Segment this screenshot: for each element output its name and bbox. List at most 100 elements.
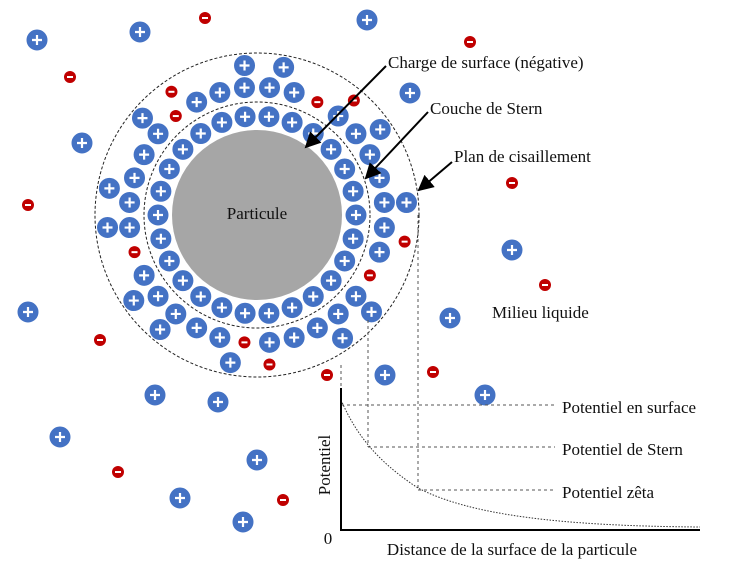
plus xyxy=(102,222,113,233)
positive-ion xyxy=(97,176,121,200)
plus xyxy=(445,313,455,323)
plus xyxy=(214,87,225,98)
positive-ion xyxy=(48,425,72,449)
positive-ion xyxy=(189,122,213,146)
negative-ion xyxy=(363,269,376,282)
plus xyxy=(366,306,377,317)
negative-ion xyxy=(427,366,439,378)
positive-ion xyxy=(331,326,355,350)
arrow xyxy=(417,161,453,192)
negative-ion xyxy=(311,96,324,109)
plus xyxy=(155,324,166,335)
positive-ion xyxy=(373,363,397,387)
negative-ion xyxy=(64,71,76,83)
plus xyxy=(23,307,33,317)
plus xyxy=(124,222,135,233)
plus xyxy=(350,128,361,139)
positive-ion xyxy=(146,284,170,308)
negative-ion xyxy=(112,466,124,478)
plus xyxy=(216,117,227,128)
plus xyxy=(264,82,275,93)
positive-ion xyxy=(189,284,213,308)
plus xyxy=(405,88,415,98)
positive-ion xyxy=(70,131,94,155)
positive-ion xyxy=(206,390,230,414)
positive-ion xyxy=(146,122,170,146)
positive-ion xyxy=(500,238,524,262)
plus xyxy=(339,163,350,174)
positive-ion xyxy=(280,110,304,134)
plus xyxy=(135,27,145,37)
plus xyxy=(379,222,390,233)
plus xyxy=(195,128,206,139)
plus xyxy=(177,144,188,155)
label: Charge de surface (négative) xyxy=(388,53,584,72)
positive-ion xyxy=(118,216,142,240)
plus xyxy=(225,357,236,368)
positive-ion xyxy=(146,203,170,227)
positive-ion xyxy=(157,157,181,181)
positive-ion xyxy=(394,191,418,215)
stern-circle xyxy=(143,101,371,329)
plus xyxy=(164,256,175,267)
level-label: Potentiel de Stern xyxy=(562,440,683,459)
plus xyxy=(480,390,490,400)
negative-ion xyxy=(169,110,182,123)
positive-ion xyxy=(210,110,234,134)
positive-ion xyxy=(157,249,181,273)
plus xyxy=(263,308,274,319)
positive-ion xyxy=(367,240,391,264)
potential-curve xyxy=(340,399,701,528)
positive-ion xyxy=(438,306,462,330)
positive-ion xyxy=(398,81,422,105)
plus xyxy=(155,233,166,244)
positive-ion xyxy=(301,284,325,308)
plus xyxy=(32,35,42,45)
positive-ion xyxy=(372,216,396,240)
plus xyxy=(195,291,206,302)
plus xyxy=(333,111,344,122)
positive-ion xyxy=(282,325,306,349)
positive-ion xyxy=(149,227,173,251)
positive-ion xyxy=(301,122,325,146)
plus xyxy=(240,308,251,319)
positive-ion xyxy=(132,143,156,167)
positive-ion xyxy=(233,54,257,78)
negative-ion xyxy=(165,85,178,98)
negative-ion xyxy=(94,334,106,346)
positive-ion xyxy=(16,300,40,324)
plus xyxy=(153,291,164,302)
positive-ion xyxy=(319,137,343,161)
plus xyxy=(239,82,250,93)
level-label: Potentiel en surface xyxy=(562,398,696,417)
positive-ion xyxy=(372,190,396,214)
label: Milieu liquide xyxy=(492,303,589,322)
negative-ion xyxy=(464,36,476,48)
positive-ion xyxy=(130,106,154,130)
plus xyxy=(333,308,344,319)
positive-ion xyxy=(341,227,365,251)
plus xyxy=(401,197,412,208)
plus xyxy=(139,270,150,281)
positive-ion xyxy=(326,302,350,326)
plus xyxy=(155,186,166,197)
plus xyxy=(150,390,160,400)
plus xyxy=(380,370,390,380)
guides xyxy=(340,215,555,491)
plus xyxy=(240,111,251,122)
negative-ion xyxy=(277,494,289,506)
positive-ion xyxy=(123,166,147,190)
origin-label: 0 xyxy=(324,529,333,548)
positive-ion xyxy=(258,330,282,354)
positive-ion xyxy=(208,325,232,349)
plus xyxy=(287,302,298,313)
plus xyxy=(216,302,227,313)
positive-ion xyxy=(333,249,357,273)
label: Couche de Stern xyxy=(430,99,543,118)
positive-ion xyxy=(326,104,350,128)
plus xyxy=(379,197,390,208)
plus xyxy=(326,144,337,155)
negative-ion xyxy=(398,235,411,248)
plus xyxy=(175,493,185,503)
positive-ion xyxy=(122,289,146,313)
